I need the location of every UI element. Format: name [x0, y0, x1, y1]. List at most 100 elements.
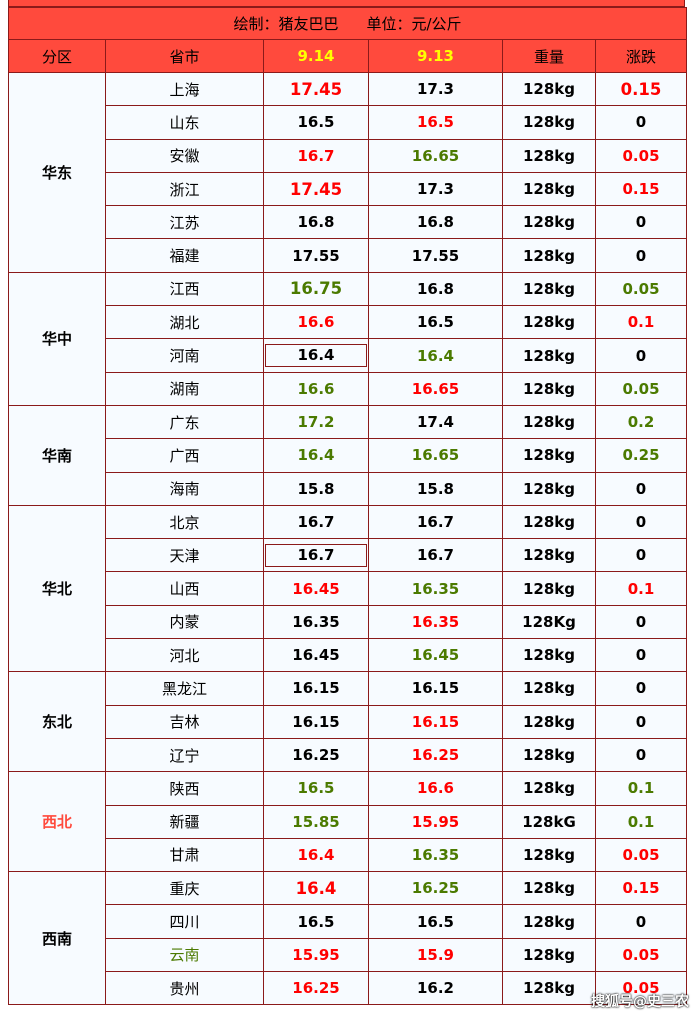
price-914-cell: 16.7 — [263, 538, 369, 573]
table-row: 福建 17.55 17.55 128kg 0 — [9, 238, 688, 273]
price-914-value: 16.4 — [265, 344, 367, 368]
change-cell: 0.05 — [594, 138, 688, 173]
weight-cell: 128kg — [502, 504, 596, 540]
weight-cell: 128kg — [502, 904, 596, 939]
price-914-cell: 16.6 — [263, 371, 369, 406]
price-914-cell: 16.5 — [263, 105, 369, 140]
weight-cell: 128kg — [502, 671, 596, 706]
price-913-cell: 16.25 — [368, 871, 503, 906]
weight-cell: 128kg — [502, 871, 596, 906]
price-914-cell: 16.45 — [263, 571, 369, 606]
price-913-cell: 17.3 — [368, 171, 503, 207]
change-cell: 0 — [594, 704, 688, 739]
price-914-cell: 16.4 — [263, 871, 369, 906]
province-cell: 天津 — [105, 538, 264, 573]
region-cell: 华北 — [8, 504, 106, 673]
weight-cell: 128kg — [502, 338, 596, 373]
price-914-cell: 16.4 — [263, 338, 369, 373]
weight-cell: 128kg — [502, 205, 596, 240]
price-914-cell: 16.4 — [263, 438, 369, 473]
province-cell: 浙江 — [105, 171, 264, 207]
province-cell: 湖南 — [105, 371, 264, 406]
province-cell: 新疆 — [105, 804, 264, 839]
price-914-cell: 16.15 — [263, 704, 369, 739]
table-row: 西北 陕西 16.5 16.6 128kg 0.1 — [8, 771, 688, 873]
unit-label: 单位：元/公斤 — [366, 15, 462, 33]
change-cell: 0.15 — [594, 171, 688, 207]
table-row: 新疆 15.85 15.95 128kG 0.1 — [9, 804, 688, 839]
weight-cell: 128kg — [502, 238, 596, 273]
province-cell: 河南 — [105, 338, 264, 373]
table-body: 华东 上海 17.45 17.3 128kg 0.15 山东 16.5 16.5 128kg 0 安徽… — [8, 71, 688, 1006]
price-914-cell: 15.95 — [263, 937, 369, 973]
weight-cell: 128kg — [502, 971, 596, 1006]
price-913-cell: 16.35 — [368, 837, 503, 873]
table-row: 江苏 16.8 16.8 128kg 0 — [9, 205, 688, 240]
table-row: 山东 16.5 16.5 128kg 0 — [9, 105, 688, 140]
price-913-cell: 16.35 — [368, 604, 503, 640]
change-cell: 0.1 — [594, 771, 688, 806]
price-914-cell: 16.35 — [263, 604, 369, 640]
change-cell: 0 — [594, 671, 688, 706]
author-label: 绘制：猪友巴巴 — [233, 15, 339, 33]
change-cell: 0.05 — [594, 371, 688, 406]
price-913-cell: 16.5 — [368, 904, 503, 939]
change-cell: 0.05 — [594, 937, 688, 973]
price-914-cell: 16.45 — [263, 638, 369, 673]
province-cell: 甘肃 — [105, 837, 264, 873]
price-914-value: 16.7 — [265, 543, 367, 567]
weight-cell: 128kg — [502, 937, 596, 973]
province-cell: 贵州 — [105, 971, 264, 1006]
table-row: 华北 北京 16.7 16.7 128kg 0 — [8, 504, 688, 673]
province-cell: 辽宁 — [105, 737, 264, 773]
province-cell: 云南 — [105, 937, 264, 973]
change-cell: 0.05 — [594, 971, 688, 1006]
table-row: 华中 江西 16.75 16.8 128kg 0.05 — [8, 271, 688, 406]
table-row: 湖南 16.6 16.65 128kg 0.05 — [9, 371, 688, 406]
price-913-cell: 17.3 — [368, 71, 503, 107]
weight-cell: 128kg — [502, 271, 596, 307]
price-913-cell: 16.5 — [368, 305, 503, 340]
province-cell: 河北 — [105, 638, 264, 673]
price-914-cell: 17.45 — [263, 71, 369, 107]
province-cell: 湖北 — [105, 305, 264, 340]
price-913-cell: 16.15 — [368, 704, 503, 739]
table-row: 四川 16.5 16.5 128kg 0 — [9, 904, 688, 939]
header-province: 省市 — [105, 39, 264, 73]
province-cell: 海南 — [105, 471, 264, 506]
pig-price-table: 绘制：猪友巴巴 单位：元/公斤 分区 省市 9.14 9.13 重量 涨跌 华东上… — [7, 7, 688, 1006]
price-914-cell: 16.5 — [263, 904, 369, 939]
region-cell: 华中 — [8, 271, 106, 406]
weight-cell: 128kg — [502, 571, 596, 606]
price-914-cell: 16.4 — [263, 837, 369, 873]
province-cell: 四川 — [105, 904, 264, 939]
change-cell: 0.05 — [594, 837, 688, 873]
price-913-cell: 15.8 — [368, 471, 503, 506]
price-913-cell: 16.35 — [368, 571, 503, 606]
weight-cell: 128kg — [502, 105, 596, 140]
weight-cell: 128kg — [502, 704, 596, 739]
change-cell: 0 — [594, 504, 688, 540]
weight-cell: 128kg — [502, 404, 596, 440]
price-914-cell: 16.5 — [263, 771, 369, 806]
province-cell: 黑龙江 — [105, 671, 264, 706]
change-cell: 0 — [594, 471, 688, 506]
weight-cell: 128kg — [502, 471, 596, 506]
table-row: 海南 15.8 15.8 128kg 0 — [9, 471, 688, 506]
price-914-cell: 16.8 — [263, 205, 369, 240]
price-913-cell: 16.65 — [368, 371, 503, 406]
header-change: 涨跌 — [594, 39, 688, 73]
table-title: 绘制：猪友巴巴 单位：元/公斤 — [7, 7, 688, 40]
region-cell: 华东 — [8, 72, 106, 273]
table-row: 吉林 16.15 16.15 128kg 0 — [9, 704, 688, 739]
province-cell: 重庆 — [105, 871, 264, 906]
table-row: 华南 广东 17.2 17.4 128kg 0.2 — [8, 404, 688, 506]
change-cell: 0 — [594, 604, 688, 640]
price-913-cell: 16.2 — [368, 971, 503, 1006]
weight-cell: 128kg — [502, 638, 596, 673]
title-row: 绘制：猪友巴巴 单位：元/公斤 — [7, 7, 688, 40]
price-914-cell: 16.7 — [263, 504, 369, 540]
price-914-cell: 17.45 — [263, 171, 369, 207]
weight-cell: 128kg — [502, 171, 596, 207]
price-914-cell: 17.2 — [263, 404, 369, 440]
